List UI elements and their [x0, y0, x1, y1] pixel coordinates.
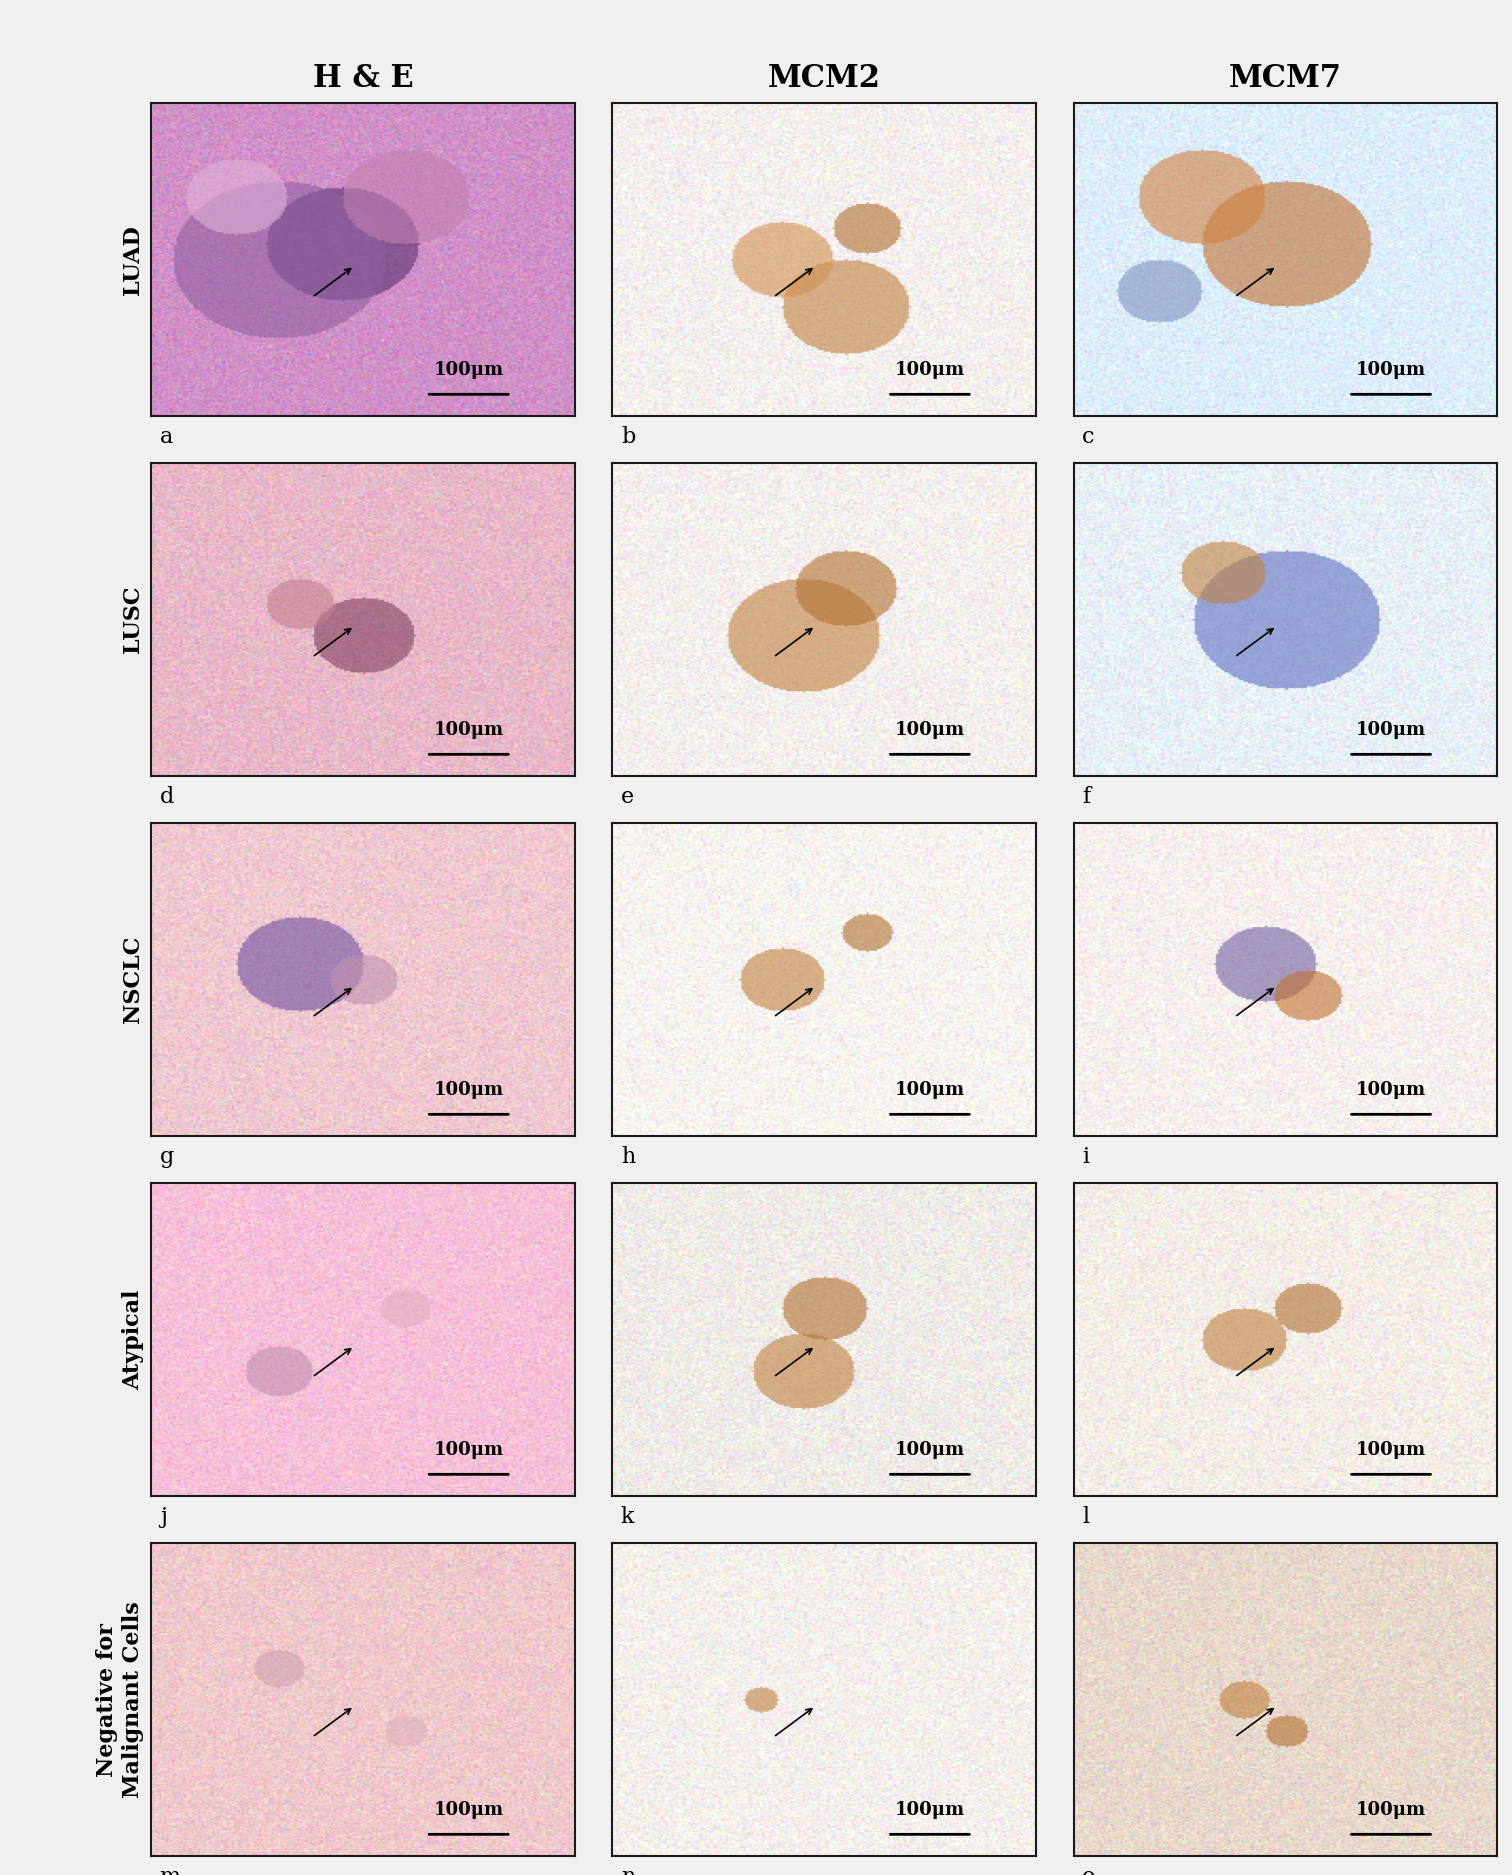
- Text: g: g: [160, 1146, 174, 1168]
- Text: n: n: [621, 1866, 635, 1875]
- Text: 100μm: 100μm: [895, 1440, 965, 1459]
- Text: o: o: [1083, 1866, 1096, 1875]
- Text: LUAD: LUAD: [121, 225, 144, 294]
- Text: MCM7: MCM7: [1229, 62, 1341, 94]
- Text: H & E: H & E: [313, 62, 413, 94]
- Text: 100μm: 100μm: [1356, 1080, 1426, 1099]
- Text: a: a: [160, 426, 172, 448]
- Text: 100μm: 100μm: [434, 1800, 503, 1819]
- Text: m: m: [160, 1866, 180, 1875]
- Text: 100μm: 100μm: [434, 360, 503, 379]
- Text: h: h: [621, 1146, 635, 1168]
- Text: b: b: [621, 426, 635, 448]
- Text: 100μm: 100μm: [434, 720, 503, 739]
- Text: l: l: [1083, 1506, 1089, 1528]
- Text: Atypical: Atypical: [121, 1290, 144, 1389]
- Text: Negative for
Malignant Cells: Negative for Malignant Cells: [97, 1601, 144, 1798]
- Text: LUSC: LUSC: [121, 585, 144, 652]
- Text: d: d: [160, 786, 174, 808]
- Text: 100μm: 100μm: [1356, 720, 1426, 739]
- Text: i: i: [1083, 1146, 1089, 1168]
- Text: f: f: [1083, 786, 1090, 808]
- Text: 100μm: 100μm: [1356, 1440, 1426, 1459]
- Text: NSCLC: NSCLC: [121, 936, 144, 1024]
- Text: MCM2: MCM2: [768, 62, 880, 94]
- Text: 100μm: 100μm: [1356, 360, 1426, 379]
- Text: 100μm: 100μm: [895, 360, 965, 379]
- Text: k: k: [621, 1506, 635, 1528]
- Text: c: c: [1083, 426, 1095, 448]
- Text: 100μm: 100μm: [895, 720, 965, 739]
- Text: 100μm: 100μm: [1356, 1800, 1426, 1819]
- Text: 100μm: 100μm: [895, 1080, 965, 1099]
- Text: j: j: [160, 1506, 166, 1528]
- Text: 100μm: 100μm: [434, 1080, 503, 1099]
- Text: 100μm: 100μm: [434, 1440, 503, 1459]
- Text: 100μm: 100μm: [895, 1800, 965, 1819]
- Text: e: e: [621, 786, 634, 808]
